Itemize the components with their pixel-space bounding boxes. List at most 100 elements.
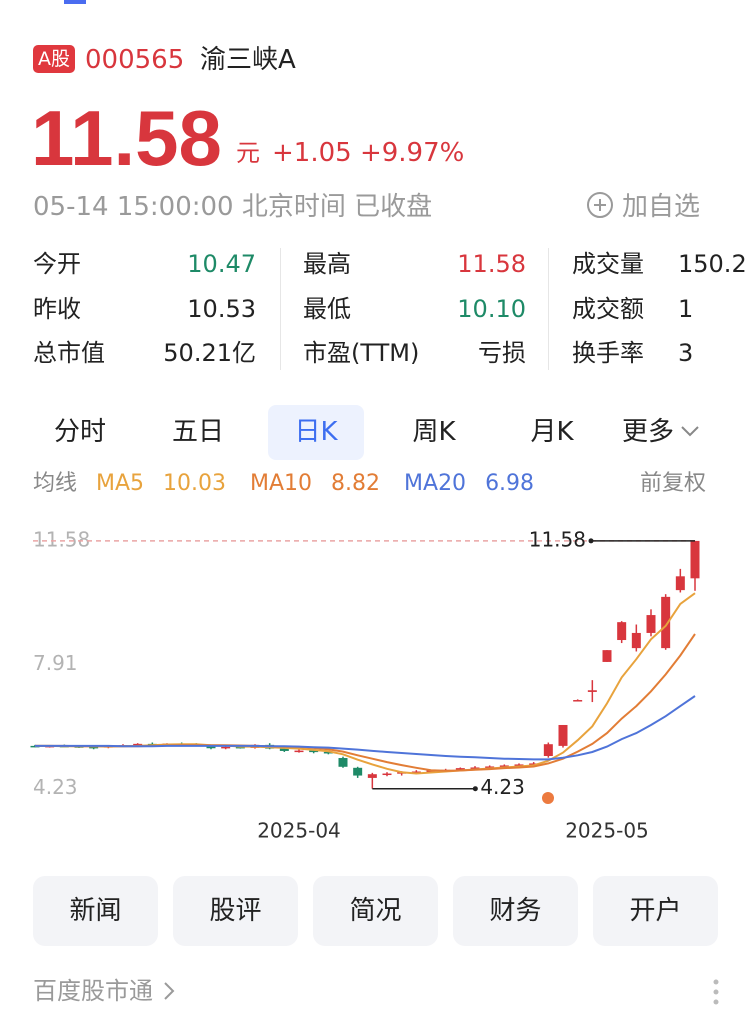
price-unit: 元 bbox=[236, 139, 260, 167]
stat-value: 50.21亿 bbox=[163, 339, 256, 367]
period-tab[interactable]: 周K bbox=[412, 417, 456, 447]
footer-label: 百度股市通 bbox=[33, 977, 153, 1005]
legend-name: MA5 bbox=[96, 471, 145, 496]
candle-body bbox=[661, 596, 671, 649]
candle-body bbox=[133, 743, 143, 746]
candle-body bbox=[675, 576, 685, 591]
stock-name: 渝三峡A bbox=[200, 45, 296, 75]
stat-value: 150.2 bbox=[678, 250, 747, 278]
chevron-down bbox=[681, 426, 699, 437]
max-label: 11.58 bbox=[529, 527, 586, 551]
watch-button[interactable]: 加自选 bbox=[586, 190, 700, 224]
market-status: 05-14 15:00:00 北京时间 已收盘 bbox=[33, 192, 433, 222]
market-badge: A股 bbox=[33, 45, 75, 73]
candle-body bbox=[279, 748, 289, 751]
candle-body bbox=[367, 774, 377, 778]
legend-entry: MA10 8.82 bbox=[250, 471, 392, 496]
separator bbox=[280, 248, 281, 370]
y-tick-label: 7.91 bbox=[33, 651, 78, 675]
legend-entry: MA20 6.98 bbox=[404, 471, 546, 496]
candle-body bbox=[558, 724, 568, 746]
price: 11.58 bbox=[31, 94, 222, 182]
candle-body bbox=[573, 700, 583, 702]
legend-value: 10.03 bbox=[163, 471, 227, 496]
ma-legend: MA5 10.03 MA10 8.82 MA20 6.98 bbox=[96, 469, 558, 499]
nav-button[interactable]: 新闻 bbox=[33, 876, 158, 946]
candle-body bbox=[514, 764, 524, 766]
price-change: +1.05 +9.97% bbox=[272, 136, 464, 170]
stat-label: 成交量 bbox=[572, 250, 644, 278]
stat-value: 3 bbox=[678, 339, 694, 367]
candle-body bbox=[485, 766, 495, 768]
plus-icon bbox=[587, 192, 613, 218]
candle-body bbox=[631, 632, 641, 649]
min-dot bbox=[472, 786, 478, 792]
stat-value: 1 bbox=[678, 295, 694, 323]
stat-label: 最低 bbox=[303, 295, 351, 323]
kline-chart: 11.58 7.91 4.23 2025-04 2025-05 11.58 4.23 bbox=[30, 527, 700, 843]
stat-label: 成交额 bbox=[572, 295, 644, 323]
legend-value: 8.82 bbox=[331, 471, 381, 496]
watch-label: 加自选 bbox=[622, 192, 701, 222]
chevron bbox=[164, 982, 175, 1000]
stat-value: 10.10 bbox=[457, 295, 526, 323]
change-pct: +9.97% bbox=[359, 138, 465, 168]
candle-body bbox=[529, 763, 539, 765]
period-tab[interactable]: 分时 bbox=[53, 417, 106, 447]
candle-body bbox=[426, 770, 436, 772]
period-tab[interactable]: 日K bbox=[268, 405, 364, 460]
top-indicator bbox=[64, 0, 86, 4]
stat-label: 最高 bbox=[303, 250, 351, 278]
legend-value: 6.98 bbox=[485, 471, 535, 496]
candle-body bbox=[543, 744, 553, 756]
nav-button[interactable]: 开户 bbox=[593, 876, 718, 946]
footer-link[interactable]: 百度股市通 bbox=[33, 975, 177, 1007]
stat-value: 10.47 bbox=[187, 250, 256, 278]
min-label: 4.23 bbox=[480, 775, 525, 799]
stat-label: 今开 bbox=[33, 250, 81, 278]
ma-label: 均线 bbox=[33, 471, 78, 496]
candle-body bbox=[499, 765, 509, 767]
candle-body bbox=[690, 540, 700, 579]
period-tab[interactable]: 五日 bbox=[171, 417, 224, 447]
period-tab[interactable]: 月K bbox=[530, 417, 574, 447]
stat-value: 11.58 bbox=[457, 250, 526, 278]
candle-body bbox=[338, 758, 348, 767]
candle-body bbox=[602, 650, 612, 662]
x-tick-label: 2025-04 bbox=[257, 819, 341, 843]
nav-button[interactable]: 简况 bbox=[313, 876, 438, 946]
stat-label: 换手率 bbox=[572, 339, 644, 367]
candle-body bbox=[221, 746, 231, 749]
stock-code: 000565 bbox=[85, 45, 185, 75]
legend-name: MA10 bbox=[250, 471, 313, 496]
period-tab[interactable]: 更多 bbox=[622, 405, 722, 460]
candle-body bbox=[455, 768, 465, 770]
candle-body bbox=[470, 767, 480, 769]
nav-button[interactable]: 股评 bbox=[173, 876, 298, 946]
candle-body bbox=[646, 615, 656, 633]
x-tick-label: 2025-05 bbox=[565, 819, 649, 843]
stat-label: 市盈(TTM) bbox=[303, 339, 420, 367]
candle-body bbox=[89, 746, 99, 749]
candle-body bbox=[353, 767, 363, 776]
event-dot bbox=[542, 792, 554, 804]
ma-line bbox=[35, 695, 696, 761]
stat-value: 亏损 bbox=[478, 339, 526, 367]
legend-entry: MA5 10.03 bbox=[96, 471, 238, 496]
nav-button[interactable]: 财务 bbox=[453, 876, 578, 946]
legend-name: MA20 bbox=[404, 471, 467, 496]
candle-body bbox=[411, 771, 421, 774]
stat-value: 10.53 bbox=[187, 295, 256, 323]
more-dots[interactable] bbox=[711, 978, 721, 1006]
change: +1.05 bbox=[272, 138, 352, 168]
adjust-button[interactable]: 前复权 bbox=[640, 471, 707, 496]
candle-body bbox=[309, 750, 319, 753]
stat-label: 总市值 bbox=[33, 339, 105, 367]
candle-body bbox=[382, 773, 392, 776]
candle-body bbox=[323, 751, 333, 754]
separator bbox=[548, 248, 549, 370]
candle-body bbox=[235, 746, 245, 749]
candle-body bbox=[617, 622, 627, 641]
y-tick-label: 11.58 bbox=[33, 527, 90, 551]
